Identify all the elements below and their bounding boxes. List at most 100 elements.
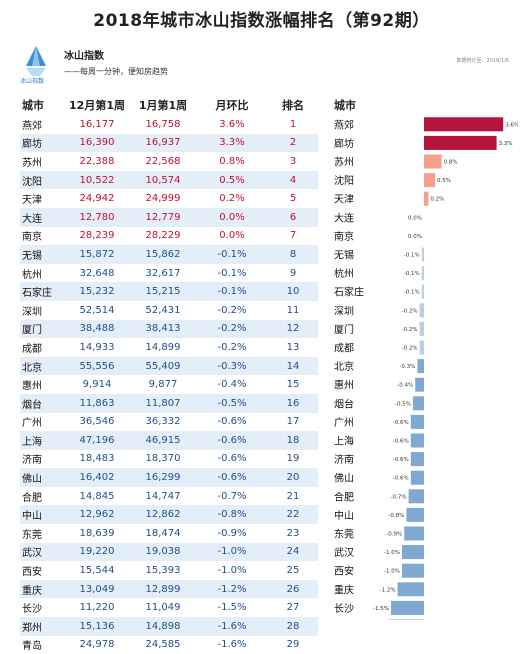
table-row: 青岛 24,978 24,585 -1.6% 29 xyxy=(20,636,318,654)
bar xyxy=(421,266,424,281)
mom-cell: -0.6% xyxy=(196,468,268,487)
city-cell: 西安 xyxy=(22,567,42,579)
city-cell: 厦门 xyxy=(20,319,64,339)
table-row: 佛山 16,402 16,299 -0.6% 20 xyxy=(20,468,318,487)
chart-category-label: 东莞 xyxy=(334,528,354,541)
bar-data-label: 0.5% xyxy=(437,178,451,184)
bar xyxy=(391,600,424,615)
city-cell: 南京 xyxy=(22,232,42,244)
city-cell: 成都 xyxy=(22,343,42,355)
dec-week1-cell: 47,196 xyxy=(64,431,130,450)
bar xyxy=(410,470,424,485)
chart-category-label: 合肥 xyxy=(334,490,354,503)
chart-category-label: 济南 xyxy=(334,453,354,466)
dec-week1-cell: 12,962 xyxy=(64,505,130,525)
chart-category-label: 燕郊 xyxy=(334,118,354,131)
chart-category-label: 上海 xyxy=(334,435,354,448)
rank-cell: 25 xyxy=(286,565,300,577)
bar-data-label: -1.5% xyxy=(373,606,389,612)
dec-week1-cell: 24,978 xyxy=(79,639,115,651)
dec-week1-cell: 24,942 xyxy=(79,193,115,205)
mom-cell: -1.6% xyxy=(217,639,247,651)
bar xyxy=(402,545,424,560)
table-row: 武汉 19,220 19,038 -1.0% 24 xyxy=(20,542,318,562)
rank-cell: 9 xyxy=(289,267,297,279)
source-note: 数据统计至：2018/1/6 xyxy=(456,58,509,64)
table-row: 大连 12,780 12,779 0.0% 6 xyxy=(20,207,318,227)
rank-cell: 7 xyxy=(289,230,297,242)
bar xyxy=(415,377,424,392)
bar xyxy=(406,507,424,522)
dec-week1-cell: 9,914 xyxy=(82,379,112,391)
mom-cell: -0.6% xyxy=(196,431,268,450)
rank-cell: 14 xyxy=(268,356,318,376)
chart-category-label: 苏州 xyxy=(334,156,354,169)
city-cell: 天津 xyxy=(22,195,42,207)
header-mom: 月环比 xyxy=(215,99,249,112)
bar-data-label: -0.6% xyxy=(393,476,409,482)
bar-data-label: -0.1% xyxy=(404,253,420,259)
dec-week1-cell: 14,933 xyxy=(79,341,115,353)
mom-cell: -1.0% xyxy=(196,542,268,562)
chart-category-label: 中山 xyxy=(334,509,354,522)
chart-category-label: 无锡 xyxy=(334,249,354,262)
mom-cell: -1.0% xyxy=(217,565,247,577)
rank-cell: 3 xyxy=(289,155,297,167)
mom-cell: 0.8% xyxy=(219,155,245,167)
jan-week1-cell: 32,617 xyxy=(145,267,181,279)
bar xyxy=(413,396,424,411)
jan-week1-cell: 38,413 xyxy=(130,319,196,339)
jan-week1-cell: 18,474 xyxy=(145,527,181,539)
rank-cell: 15 xyxy=(286,379,300,391)
chart-category-label: 杭州 xyxy=(334,267,354,280)
city-cell: 东莞 xyxy=(22,529,42,541)
jan-week1-cell: 18,370 xyxy=(145,453,181,465)
dec-week1-cell: 15,544 xyxy=(79,565,115,577)
city-cell: 深圳 xyxy=(22,306,42,318)
table-row: 成都 14,933 14,899 -0.2% 13 xyxy=(20,338,318,357)
table-header-row: 城市 12月第1周 1月第1周 月环比 排名 xyxy=(20,95,318,115)
mom-cell: -0.4% xyxy=(217,379,247,391)
table-row: 无锡 15,872 15,862 -0.1% 8 xyxy=(20,245,318,264)
city-cell: 燕郊 xyxy=(22,120,42,132)
rank-cell: 2 xyxy=(268,133,318,153)
bar xyxy=(410,433,424,448)
city-cell: 中山 xyxy=(20,505,64,525)
table-row: 深圳 52,514 52,431 -0.2% 11 xyxy=(20,301,318,320)
chart-category-label: 武汉 xyxy=(334,546,354,559)
city-cell: 杭州 xyxy=(22,269,42,281)
table-row: 烟台 11,863 11,807 -0.5% 16 xyxy=(20,393,318,413)
header-city: 城市 xyxy=(22,99,44,112)
city-cell: 大连 xyxy=(20,207,64,227)
city-cell: 武汉 xyxy=(20,542,64,562)
chart-category-label: 南京 xyxy=(334,230,354,243)
jan-week1-cell: 15,393 xyxy=(145,565,181,577)
bar-data-label: -1.0% xyxy=(384,550,400,556)
dec-week1-cell: 19,220 xyxy=(64,542,130,562)
dec-week1-cell: 11,863 xyxy=(64,393,130,413)
mom-cell: -0.2% xyxy=(217,341,247,353)
chart-category-label: 深圳 xyxy=(334,305,354,317)
bar-data-label: -0.2% xyxy=(402,346,418,352)
table-row: 济南 18,483 18,370 -0.6% 19 xyxy=(20,450,318,469)
bar-data-label: -0.7% xyxy=(391,494,407,500)
chart-header-city: 城市 xyxy=(334,98,356,112)
bar-data-label: 3.6% xyxy=(505,122,518,128)
bar-data-label: -0.9% xyxy=(386,532,402,538)
bar-data-label: 0.0% xyxy=(408,234,422,240)
jan-week1-cell: 24,585 xyxy=(145,639,181,651)
jan-week1-cell: 9,877 xyxy=(148,379,178,391)
city-cell: 广州 xyxy=(22,418,42,430)
jan-week1-cell: 16,937 xyxy=(130,133,196,153)
bar-data-label: -0.1% xyxy=(404,290,420,296)
chart-category-label: 厦门 xyxy=(334,323,354,336)
chart-category-label: 西安 xyxy=(334,565,354,578)
city-cell: 无锡 xyxy=(20,245,64,264)
bar-data-label: 3.3% xyxy=(499,141,513,147)
city-cell: 廊坊 xyxy=(20,133,64,153)
chart-category-label: 廊坊 xyxy=(334,137,354,150)
jan-week1-cell: 14,899 xyxy=(145,341,181,353)
bar-data-label: 0.2% xyxy=(430,197,444,203)
rank-cell: 1 xyxy=(289,118,297,130)
dec-week1-cell: 38,488 xyxy=(64,319,130,339)
